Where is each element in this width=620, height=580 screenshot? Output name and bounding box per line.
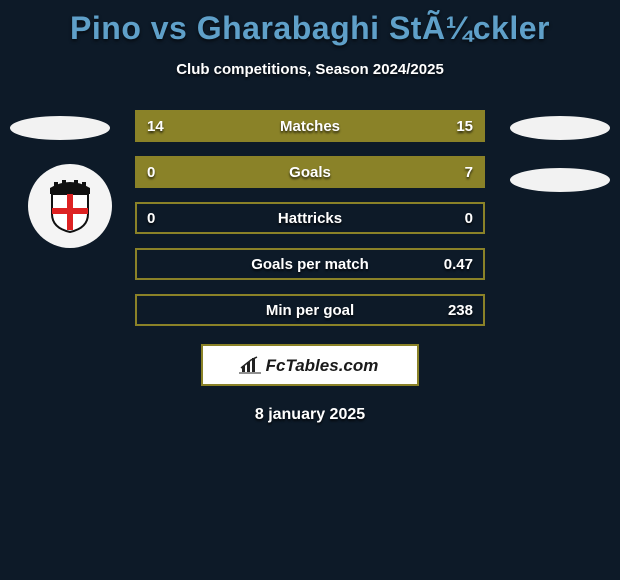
site-logo[interactable]: FcTables.com <box>201 344 419 386</box>
stat-row-min-per-goal: Min per goal 238 <box>135 294 485 326</box>
chart-icon <box>239 356 261 374</box>
snapshot-date: 8 january 2025 <box>0 406 620 424</box>
stat-right-value: 7 <box>465 164 473 181</box>
stat-row-hattricks: 0 Hattricks 0 <box>135 202 485 234</box>
shield-icon <box>46 178 94 234</box>
site-logo-text: FcTables.com <box>263 357 382 374</box>
stat-left-value: 14 <box>147 118 164 135</box>
site-logo-inner: FcTables.com <box>203 346 417 384</box>
stat-label: Matches <box>280 118 340 135</box>
stat-row-goals-per-match: Goals per match 0.47 <box>135 248 485 280</box>
comparison-title: Pino vs Gharabaghi StÃ¼ckler <box>0 0 620 47</box>
stat-label: Goals <box>289 164 331 181</box>
stat-left-value: 0 <box>147 164 155 181</box>
stat-label: Hattricks <box>278 210 342 227</box>
stat-right-value: 0.47 <box>444 256 473 273</box>
stat-label: Goals per match <box>251 256 369 273</box>
stat-row-goals: 0 Goals 7 <box>135 156 485 188</box>
stat-left-value: 0 <box>147 210 155 227</box>
player-right-club-placeholder <box>510 168 610 192</box>
stat-label: Min per goal <box>266 302 354 319</box>
stat-right-value: 15 <box>456 118 473 135</box>
stats-bars: 14 Matches 15 0 Goals 7 0 Hattricks 0 Go… <box>135 106 485 326</box>
comparison-content: 14 Matches 15 0 Goals 7 0 Hattricks 0 Go… <box>0 106 620 424</box>
stat-row-matches: 14 Matches 15 <box>135 110 485 142</box>
player-left-club-badge <box>28 164 112 248</box>
stat-right-value: 238 <box>448 302 473 319</box>
comparison-subtitle: Club competitions, Season 2024/2025 <box>0 61 620 78</box>
player-left-avatar-placeholder <box>10 116 110 140</box>
stat-right-value: 0 <box>465 210 473 227</box>
player-right-avatar-placeholder <box>510 116 610 140</box>
